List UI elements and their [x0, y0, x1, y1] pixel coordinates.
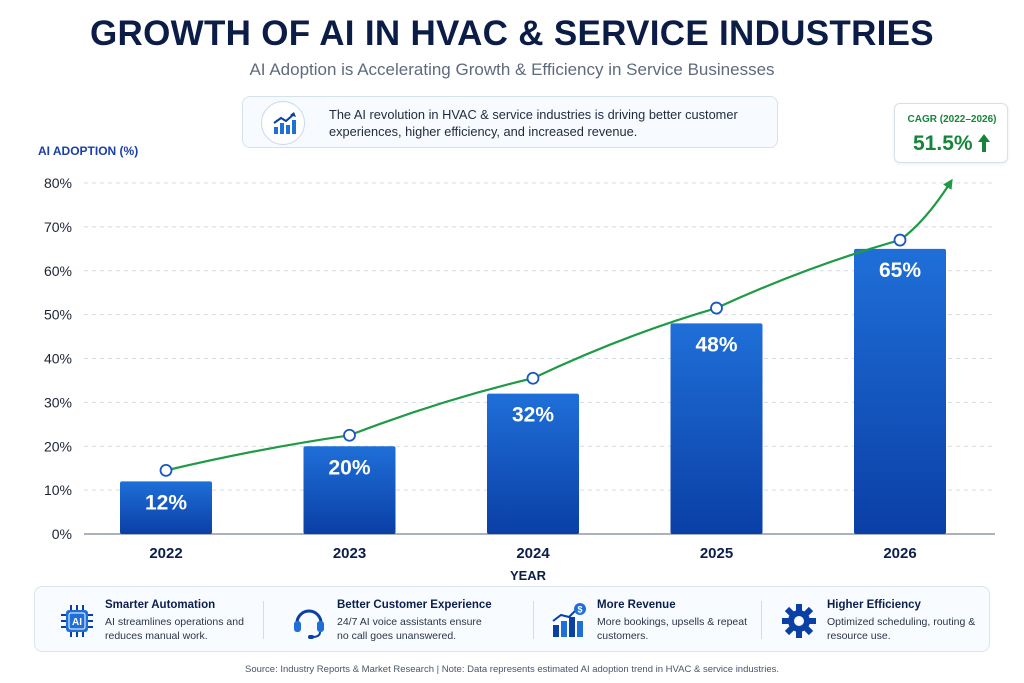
y-tick-label: 10% [44, 482, 72, 498]
gear-icon [782, 604, 816, 638]
feature-smarter-automation: AI Smarter Automation AI streamlines ope… [57, 587, 267, 653]
feature-desc: 24/7 AI voice assistants ensure no call … [337, 616, 482, 642]
revenue-chart-icon: $ [552, 603, 586, 637]
cagr-label: CAGR (2022–2026) [907, 114, 997, 125]
trend-point [893, 233, 907, 247]
feature-more-revenue: $ More Revenue More bookings, upsells & … [549, 587, 749, 653]
x-tick-label: 2026 [883, 545, 916, 562]
feature-title: Better Customer Experience [337, 599, 492, 611]
feature-customer-experience: Better Customer Experience 24/7 AI voice… [289, 587, 519, 653]
trend-point [159, 463, 173, 477]
banner-text: The AI revolution in HVAC & service indu… [329, 107, 738, 139]
page-subtitle: AI Adoption is Accelerating Growth & Eff… [249, 60, 775, 79]
bar-value-label: 20% [328, 456, 370, 479]
feature-desc: More bookings, upsells & repeat customer… [597, 616, 747, 642]
y-axis-label: AI ADOPTION (%) [38, 144, 139, 158]
bar-value-label: 12% [145, 491, 187, 514]
feature-desc: AI streamlines operations and reduces ma… [105, 616, 244, 642]
x-tick-label: 2025 [700, 545, 733, 562]
y-tick-label: 50% [44, 307, 72, 323]
headset-icon [294, 609, 324, 639]
y-tick-label: 80% [44, 175, 72, 191]
bar-2024 [487, 393, 579, 534]
trend-point [343, 428, 356, 442]
y-tick-label: 70% [44, 219, 72, 235]
trend-point [526, 371, 540, 385]
adoption-chart: 0% 10% 20% 30% 40% 50% 60% 70% 80% 12% 20% 32% 48% 6… [44, 175, 995, 583]
bar-value-label: 48% [695, 333, 737, 356]
svg-text:$: $ [577, 605, 582, 615]
feature-title: More Revenue [597, 599, 676, 611]
y-tick-label: 60% [44, 263, 72, 279]
x-tick-label: 2024 [516, 545, 550, 562]
feature-divider [533, 601, 534, 639]
bar-2022 [120, 481, 212, 534]
x-tick-label: 2023 [333, 545, 366, 562]
bar-2023 [303, 446, 396, 534]
y-tick-label: 20% [44, 438, 72, 454]
bar-2025 [670, 323, 763, 534]
growth-chart-icon [261, 101, 305, 145]
arrow-up-icon [978, 134, 990, 152]
feature-divider [263, 601, 264, 639]
bar-value-label: 32% [512, 404, 554, 427]
feature-higher-efficiency: Higher Efficiency Optimized scheduling, … [779, 587, 979, 653]
info-banner: The AI revolution in HVAC & service indu… [242, 96, 778, 148]
x-tick-label: 2022 [149, 545, 182, 562]
y-tick-label: 30% [44, 394, 72, 410]
source-note: Source: Industry Reports & Market Resear… [244, 664, 779, 675]
x-axis-label: YEAR [510, 568, 547, 583]
feature-divider [761, 601, 762, 639]
bar-2026 [854, 248, 946, 534]
trend-point [710, 301, 723, 315]
y-tick-label: 0% [52, 526, 72, 542]
features-panel: AI Smarter Automation AI streamlines ope… [34, 586, 990, 652]
y-tick-label: 40% [44, 351, 72, 367]
trend-line [165, 178, 953, 472]
page-title: GROWTH OF AI IN HVAC & SERVICE INDUSTRIE… [90, 14, 934, 53]
cagr-card: CAGR (2022–2026) 51.5% [894, 103, 1008, 163]
feature-desc: Optimized scheduling, routing & resource… [827, 616, 976, 642]
svg-text:AI: AI [72, 617, 82, 628]
feature-title: Smarter Automation [105, 599, 216, 611]
ai-chip-icon: AI [61, 605, 93, 637]
bar-value-label: 65% [879, 259, 921, 282]
feature-title: Higher Efficiency [827, 599, 921, 611]
cagr-value: 51.5% [913, 132, 973, 155]
